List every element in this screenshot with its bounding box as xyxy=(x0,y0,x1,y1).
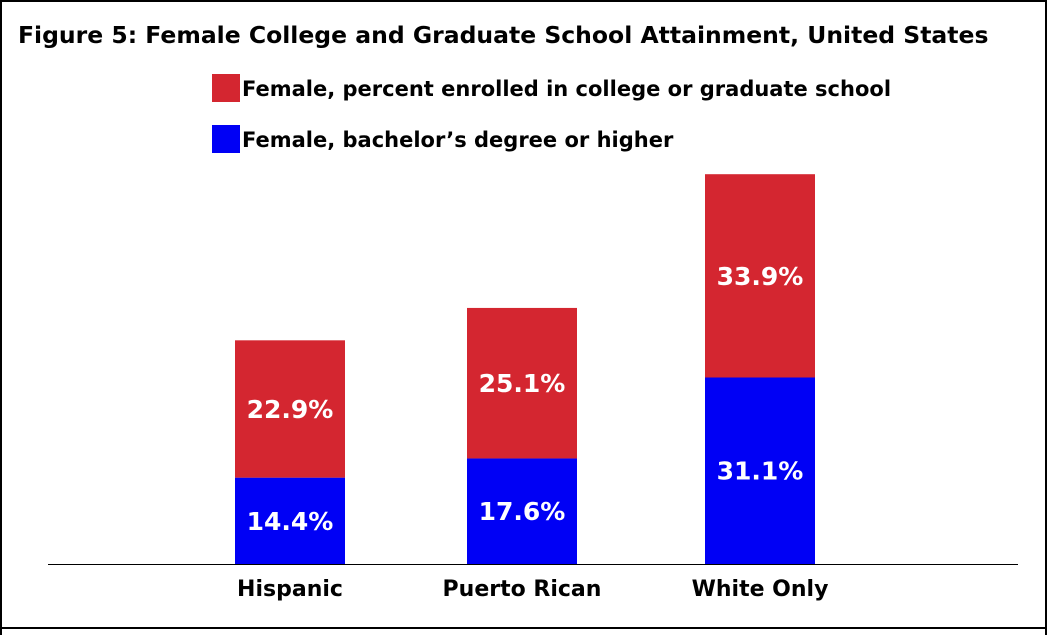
category-label-1: Puerto Rican xyxy=(443,577,602,602)
data-label-bachelors-1: 17.6% xyxy=(479,497,566,526)
data-label-bachelors-2: 31.1% xyxy=(717,457,804,486)
category-labels: Hispanic Puerto Rican White Only xyxy=(237,577,828,602)
bar-enrolled-1 xyxy=(467,307,577,459)
data-label-bachelors-0: 14.4% xyxy=(247,507,334,536)
bar-enrolled-0 xyxy=(235,340,345,478)
bar-bachelors-0 xyxy=(235,477,345,564)
legend-label-1: Female, bachelor’s degree or higher xyxy=(242,128,674,152)
bar-bachelors-2 xyxy=(705,377,815,564)
category-label-0: Hispanic xyxy=(237,577,343,602)
legend-label-0: Female, percent enrolled in college or g… xyxy=(242,77,891,101)
legend-swatch-0 xyxy=(212,74,240,102)
legend-swatch-1 xyxy=(212,125,240,153)
data-label-enrolled-2: 33.9% xyxy=(717,262,804,291)
bar-bachelors-1 xyxy=(467,458,577,564)
bar-group: 14.4% 22.9% 17.6% 25.1% 31.1% 33.9% xyxy=(235,174,815,564)
chart-legend: Female, percent enrolled in college or g… xyxy=(212,74,891,153)
category-label-2: White Only xyxy=(692,577,829,602)
chart-title: Figure 5: Female College and Graduate Sc… xyxy=(18,21,988,49)
bar-enrolled-2 xyxy=(705,174,815,378)
data-label-enrolled-0: 22.9% xyxy=(247,395,334,424)
frame-bottom-rule xyxy=(0,627,1047,629)
data-label-enrolled-1: 25.1% xyxy=(479,369,566,398)
